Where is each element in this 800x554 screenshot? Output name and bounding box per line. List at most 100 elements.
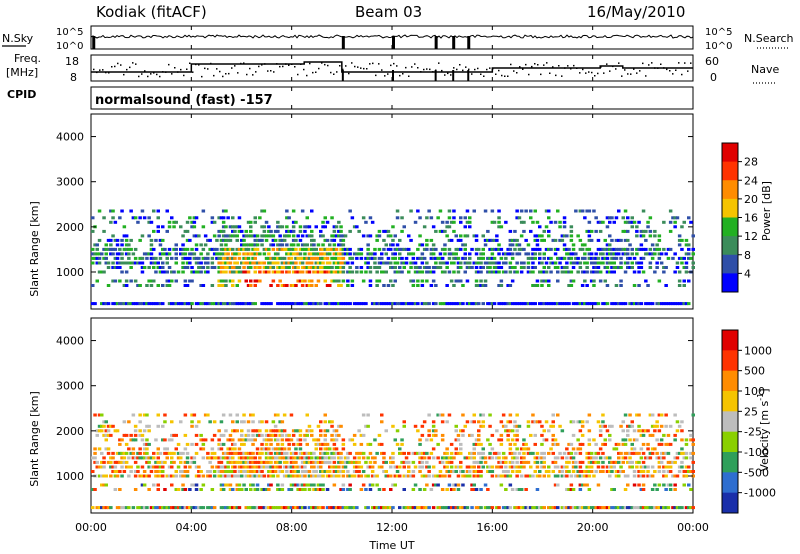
power-cell: [152, 261, 156, 265]
nave-dot: [411, 66, 413, 68]
power-cell: [621, 302, 625, 306]
velocity-cell: [601, 451, 605, 455]
nave-dot: [567, 65, 569, 67]
velocity-cell: [332, 460, 337, 464]
power-cell: [129, 238, 133, 242]
velocity-cell: [558, 470, 562, 473]
freq-label-top: Freq.: [14, 52, 41, 65]
power-cell: [255, 243, 260, 247]
power-cell: [285, 209, 289, 213]
velocity-cell: [558, 451, 562, 455]
power-cell: [587, 234, 592, 238]
power-cell: [323, 252, 327, 256]
power-cell: [321, 252, 325, 256]
power-cell: [610, 256, 614, 260]
velocity-cell: [282, 465, 287, 469]
power-cell: [310, 302, 314, 306]
power-cell: [319, 261, 323, 265]
velocity-cell: [337, 460, 341, 464]
velocity-cell: [653, 506, 657, 510]
power-cell: [154, 302, 158, 306]
power-cell: [152, 302, 156, 306]
velocity-cell: [445, 420, 449, 424]
power-cell: [488, 302, 492, 306]
velocity-cell: [402, 451, 406, 455]
power-cell: [240, 270, 244, 274]
velocity-cell: [531, 506, 535, 510]
power-cell: [474, 238, 479, 242]
velocity-cell: [470, 506, 474, 510]
velocity-cell: [249, 488, 253, 491]
power-cell: [558, 261, 562, 265]
power-cell: [508, 270, 513, 274]
power-cell: [655, 243, 659, 247]
power-cell: [104, 243, 108, 247]
velocity-cell: [278, 506, 282, 510]
velocity-cell: [461, 413, 465, 417]
velocity-cell: [124, 433, 129, 437]
nave-dot: [264, 63, 266, 65]
velocity-cell: [529, 465, 533, 469]
velocity-cell: [479, 470, 483, 473]
power-cell: [440, 270, 445, 274]
velocity-cell: [258, 460, 262, 464]
velocity-cell: [632, 429, 637, 433]
velocity-cell: [533, 456, 537, 460]
power-cell: [562, 270, 567, 274]
velocity-cell: [233, 429, 237, 433]
power-cell: [445, 234, 449, 238]
power-cell: [289, 261, 294, 265]
power-cell: [553, 238, 558, 242]
velocity-cell: [601, 413, 605, 417]
velocity-cell: [440, 438, 445, 442]
velocity-cell: [407, 460, 411, 464]
velocity-cell: [436, 483, 440, 487]
velocity-cell: [228, 456, 233, 460]
velocity-cell: [93, 460, 97, 464]
velocity-cell: [106, 429, 111, 433]
power-cell: [524, 302, 528, 306]
velocity-cell: [145, 456, 149, 460]
power-cell: [429, 256, 434, 260]
power-cell: [571, 261, 576, 265]
velocity-cell: [637, 424, 641, 428]
power-cell: [495, 266, 499, 269]
power-cell: [472, 209, 476, 213]
power-cell: [339, 266, 343, 269]
velocity-cell: [495, 474, 499, 478]
power-cell: [486, 261, 490, 265]
velocity-cell: [251, 465, 255, 469]
velocity-cell: [303, 460, 307, 464]
velocity-cell: [420, 474, 425, 478]
velocity-cell: [129, 433, 133, 437]
power-cell: [262, 247, 267, 251]
power-cell: [246, 234, 251, 238]
velocity-cell: [140, 465, 145, 469]
velocity-cell: [585, 456, 589, 460]
power-cell: [298, 252, 303, 256]
power-cell: [246, 270, 251, 274]
power-cell: [300, 279, 305, 283]
nave-dot: [570, 68, 572, 70]
power-cell: [610, 266, 614, 269]
velocity-cell: [641, 474, 646, 478]
velocity-cell: [416, 506, 420, 510]
power-cell: [316, 266, 321, 269]
velocity-cell: [648, 413, 653, 417]
velocity-cell: [454, 429, 458, 433]
power-cell: [522, 261, 526, 265]
power-cell: [612, 270, 616, 274]
velocity-cell: [224, 470, 228, 473]
velocity-cell: [648, 433, 653, 437]
power-cell: [316, 256, 321, 260]
velocity-cell: [440, 506, 445, 510]
power-cell: [533, 256, 537, 260]
power-cell: [398, 270, 402, 274]
power-cell: [271, 256, 276, 260]
power-cell: [276, 261, 280, 265]
power-cell: [540, 238, 544, 242]
power-cell: [407, 270, 411, 274]
power-cell: [217, 252, 221, 256]
power-cell: [278, 225, 282, 229]
velocity-cell: [158, 470, 163, 473]
